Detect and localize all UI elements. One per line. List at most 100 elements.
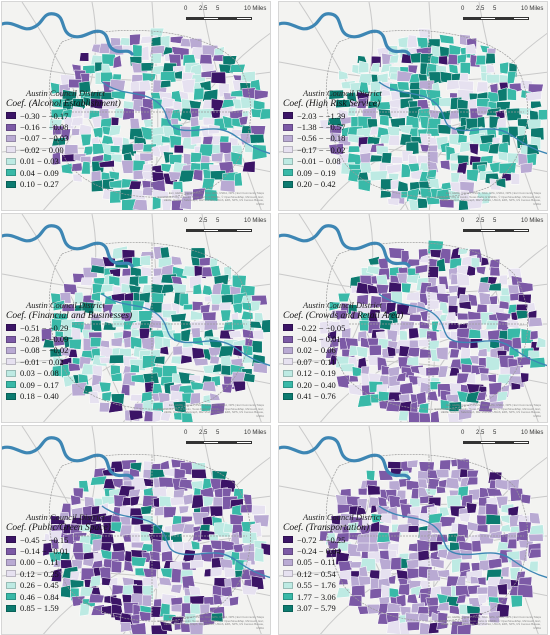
legend-swatch <box>283 381 293 389</box>
census-tract <box>358 60 370 74</box>
lake-travis <box>2 224 134 268</box>
census-tract <box>457 523 469 539</box>
census-tract <box>511 337 522 350</box>
legend-label: −0.01 − 0.02 <box>20 356 64 367</box>
census-tract <box>149 468 166 479</box>
census-tract <box>445 549 463 562</box>
census-tract <box>191 468 207 479</box>
scale-tick: 10 Miles <box>244 218 267 224</box>
legend-row: −2.03 − −1.39 <box>283 110 433 121</box>
census-tract <box>180 515 193 524</box>
legend-label: 0.02 − 0.06 <box>297 345 336 356</box>
census-tract <box>380 89 391 97</box>
census-tract <box>449 605 462 616</box>
census-tract <box>219 180 236 193</box>
legend-swatch <box>6 324 16 332</box>
census-tract <box>60 542 72 556</box>
legend-row: 0.02 − 0.06 <box>283 345 433 356</box>
census-tract <box>251 504 266 516</box>
census-tract <box>190 136 203 146</box>
scale-tick: 2.5 <box>476 430 485 436</box>
scale-tick: 5 <box>493 430 497 436</box>
census-tract <box>91 179 104 193</box>
census-tract <box>327 116 344 128</box>
legend-label: −0.72 − −0.25 <box>297 534 346 545</box>
census-tract <box>400 163 412 178</box>
census-tract <box>143 478 154 487</box>
census-tract <box>510 595 523 608</box>
legend-row: 0.12 − 0.54 <box>283 568 433 579</box>
census-tract <box>458 409 473 421</box>
census-tract <box>153 356 166 365</box>
census-tract <box>98 502 109 516</box>
census-tract <box>209 355 220 365</box>
scale-tick: 2.5 <box>199 218 208 224</box>
census-tract <box>192 283 203 295</box>
census-tract <box>517 584 534 598</box>
census-tract <box>379 115 390 127</box>
census-tract <box>478 400 494 413</box>
census-tract <box>60 128 71 141</box>
census-tract <box>350 310 361 320</box>
census-tract <box>489 266 501 277</box>
road <box>61 2 97 153</box>
census-tract <box>427 496 442 507</box>
census-tract <box>259 108 270 120</box>
census-tract <box>254 89 269 101</box>
legend-row: −0.07 − −0.03 <box>6 133 156 144</box>
census-tract <box>488 557 503 570</box>
census-tract <box>406 187 420 203</box>
legend-swatch <box>6 536 16 544</box>
census-tract <box>430 410 440 422</box>
census-tract <box>495 479 511 491</box>
map-legend: Austin Council District Coef. (Transport… <box>283 512 433 614</box>
census-tract <box>496 391 509 403</box>
legend-row: −1.38 − −0.57 <box>283 121 433 132</box>
census-tract <box>201 544 214 554</box>
census-tract <box>229 64 246 73</box>
coefficient-title: Coef. (Transportation) <box>283 523 370 533</box>
census-tract <box>109 145 121 154</box>
census-tract <box>220 309 232 322</box>
census-tract <box>223 567 236 578</box>
census-tract <box>424 488 438 496</box>
legend-label: 0.12 − 0.19 <box>297 368 336 379</box>
census-tract <box>436 601 450 611</box>
census-tract <box>132 44 143 59</box>
census-tract <box>357 393 372 408</box>
census-tract <box>417 402 429 414</box>
census-tract <box>448 44 462 57</box>
census-tract <box>232 380 246 393</box>
census-tract <box>52 151 61 166</box>
census-tract <box>326 320 342 333</box>
scale-tick: 5 <box>216 430 220 436</box>
legend-label: 0.09 − 0.17 <box>20 379 59 390</box>
council-district-boundary <box>325 242 528 410</box>
legend-label: 0.20 − 0.42 <box>297 179 336 190</box>
census-tract <box>108 170 120 181</box>
census-tract <box>477 593 488 606</box>
census-tract <box>510 172 521 185</box>
map-credit: Esri, HERE, Garmin, USGS, NGA, EPA, USDA… <box>434 615 541 630</box>
census-tract <box>436 486 446 494</box>
census-tract <box>132 199 148 210</box>
legend-swatch <box>6 392 16 400</box>
district-legend-label: Austin Council District <box>303 512 382 522</box>
census-tract <box>459 512 471 523</box>
census-tract <box>507 538 517 549</box>
map-credit: Esri, HERE, Garmin, USGS, NGA, EPA, USDA… <box>157 191 264 206</box>
census-tract <box>128 180 142 190</box>
scale-tick: 2.5 <box>476 6 485 12</box>
legend-swatch <box>6 146 16 154</box>
legend-label: −0.04 − 0.01 <box>297 334 341 345</box>
map-credit: Esri, HERE, Garmin, USGS, NGA, EPA, USDA… <box>434 191 541 206</box>
road <box>478 426 539 634</box>
legend-label: −0.30 − −0.17 <box>20 110 69 121</box>
census-tract <box>395 371 407 382</box>
scale-tick: 10 Miles <box>521 6 544 12</box>
census-tract <box>398 410 409 422</box>
legend-row: 0.03 − 0.08 <box>6 368 156 379</box>
legend-label: 0.46 − 0.84 <box>20 591 59 602</box>
census-tract <box>440 160 451 171</box>
census-tract <box>337 135 351 147</box>
